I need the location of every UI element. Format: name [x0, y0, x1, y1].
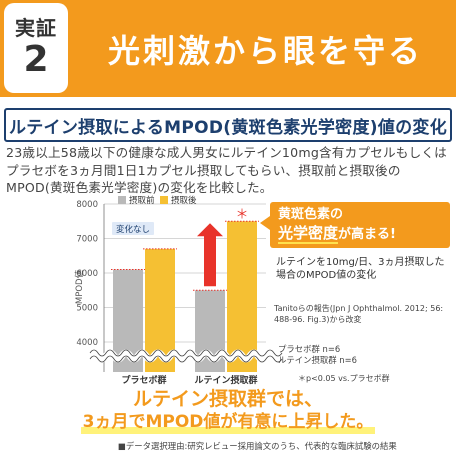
no-change-badge: [112, 222, 154, 235]
axis-break-band: [87, 349, 285, 363]
callout-box: 黄斑色素の 光学密度が高まる!: [260, 202, 450, 248]
axis-break-line: [89, 349, 283, 357]
note-citation: Tanitoらの報告(Jpn J Ophthalmol. 2012; 56: 4…: [274, 304, 444, 324]
y-tick-label: 6000: [76, 269, 98, 279]
chart-title: ルテイン摂取によるMPOD(黄斑色素光学密度)値の変化: [8, 117, 448, 138]
conclusion: ルテイン摂取群では、 3ヵ月でMPOD値が有意に上昇した。: [0, 388, 456, 434]
conclusion-line2: 3ヵ月でMPOD値が有意に上昇した。: [80, 410, 376, 434]
legend-label: 摂取前: [129, 195, 155, 206]
y-tick-label: 7000: [76, 235, 98, 245]
callout-highlight: 光学密度: [278, 224, 339, 244]
note-lutein-effect: ルテインを10mg/日、3ヵ月摂取した場合のMPOD値の変化: [276, 257, 445, 281]
y-tick-label: 8000: [76, 200, 98, 210]
axis-break-line: [89, 355, 283, 363]
no-change-label: 変化なし: [116, 224, 150, 235]
chart-area: 8000 7000 6000 5000 4000 MPOD値 摂取前 摂取後プラセボ群 ルテイン…: [0, 192, 456, 388]
x-tick-label: プラセボ群: [121, 374, 166, 386]
y-tick-label: 5000: [76, 304, 98, 314]
badge-label: 実証: [15, 16, 57, 40]
bar: [227, 221, 257, 372]
increase-arrow-head: [197, 223, 223, 237]
significance-mark: ＊: [235, 207, 248, 222]
page-title: 光刺激から眼を守る: [108, 32, 424, 70]
legend-swatch: [118, 196, 126, 204]
increase-arrow-shaft: [204, 235, 216, 287]
x-tick-label: ルテイン摂取群: [194, 374, 257, 386]
chart-title-box: ルテイン摂取によるMPOD(黄斑色素光学密度)値の変化: [4, 108, 452, 142]
note-groups: プラセボ群 n=6 ルテイン摂取群 n=6: [278, 344, 357, 365]
note-significance: ＊p<0.05 vs.プラセボ群: [298, 374, 390, 383]
badge-number: 2: [23, 39, 49, 80]
proof-badge: 実証 2: [4, 3, 68, 93]
header-banner: 実証 2 光刺激から眼を守る: [0, 0, 456, 97]
y-tick-label: 4000: [76, 338, 98, 348]
callout-line1: 黄斑色素の: [278, 207, 344, 222]
callout-rest: が高まる!: [338, 227, 396, 242]
y-axis-label: MPOD値: [74, 269, 85, 304]
data-selection-footnote: ■データ選択理由:研究レビュー採用論文のうち、代表的な臨床試験の結果: [118, 441, 397, 451]
legend-swatch: [160, 196, 168, 204]
conclusion-line1: ルテイン摂取群では、: [132, 388, 323, 410]
study-description: 23歳以上58歳以下の健康な成人男女にルテイン10mg含有カプセルもしくはプラセ…: [6, 145, 447, 195]
legend-label: 摂取後: [171, 195, 197, 206]
